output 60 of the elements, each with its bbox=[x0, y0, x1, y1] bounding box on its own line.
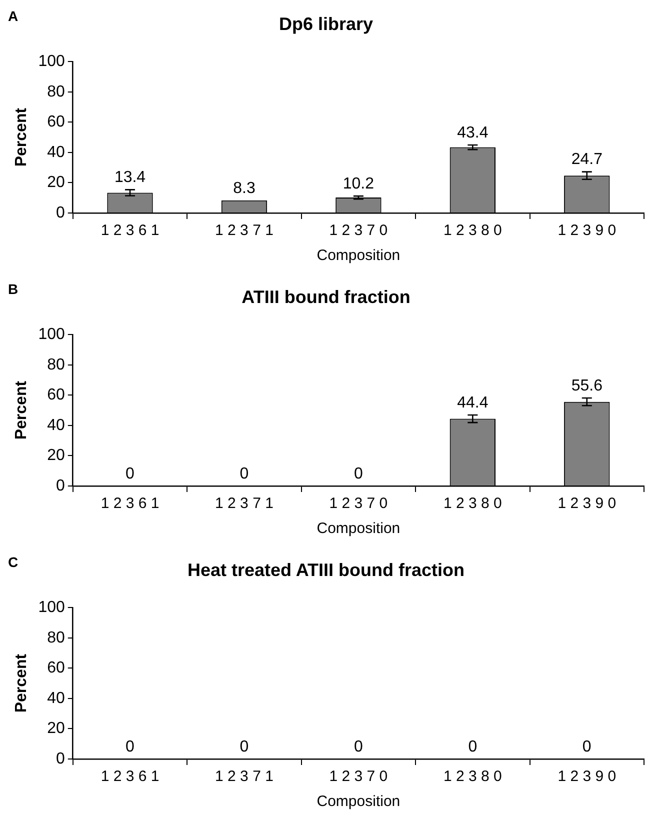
y-tick-label: 40 bbox=[47, 144, 65, 161]
data-label: 0 bbox=[240, 738, 249, 756]
x-tick-label: 1 2 3 8 0 bbox=[443, 495, 502, 512]
x-tick-label: 1 2 3 8 0 bbox=[443, 768, 502, 786]
data-label: 0 bbox=[354, 465, 363, 482]
data-label: 44.4 bbox=[457, 394, 488, 412]
x-tick-label: 1 2 3 7 0 bbox=[329, 495, 388, 512]
data-label: 0 bbox=[126, 738, 135, 756]
x-tick-label: 1 2 3 7 1 bbox=[215, 495, 274, 512]
data-label: 0 bbox=[126, 465, 135, 482]
x-tick-label: 1 2 3 6 1 bbox=[100, 222, 160, 240]
x-tick-label: 1 2 3 7 1 bbox=[215, 768, 274, 786]
y-tick-label: 100 bbox=[38, 326, 65, 344]
text: B bbox=[8, 280, 18, 297]
data-label: 0 bbox=[582, 738, 592, 756]
y-axis-title: Percent bbox=[13, 380, 30, 440]
x-tick-label: 1 2 3 7 1 bbox=[215, 222, 274, 240]
x-tick-label: 1 2 3 6 1 bbox=[100, 495, 160, 512]
y-tick-label: 80 bbox=[47, 83, 65, 100]
data-label: 0 bbox=[240, 465, 249, 482]
x-tick-label: 1 2 3 7 0 bbox=[329, 222, 388, 240]
data-label: 24.7 bbox=[571, 151, 603, 168]
y-tick-label: 60 bbox=[47, 660, 65, 677]
chart-title: ATIII bound fraction bbox=[242, 286, 410, 307]
y-tick-label: 20 bbox=[47, 447, 65, 464]
data-label: 43.4 bbox=[457, 124, 488, 142]
y-tick-label: 0 bbox=[56, 477, 65, 494]
y-tick-label: 100 bbox=[38, 599, 65, 616]
chart-title: Heat treated ATIII bound fraction bbox=[187, 560, 465, 580]
x-axis-title: Composition bbox=[316, 247, 400, 264]
x-tick-label: 1 2 3 6 1 bbox=[100, 768, 160, 786]
y-axis-title: Percent bbox=[13, 653, 30, 713]
text: A bbox=[8, 8, 18, 24]
data-label: 13.4 bbox=[114, 169, 146, 186]
x-axis-title: Composition bbox=[316, 793, 400, 810]
y-tick-label: 100 bbox=[38, 53, 65, 70]
x-tick-label: 1 2 3 7 0 bbox=[329, 768, 388, 786]
y-tick-label: 40 bbox=[47, 416, 65, 434]
data-label: 10.2 bbox=[342, 175, 374, 192]
x-tick-label: 1 2 3 8 0 bbox=[443, 222, 502, 240]
y-tick-label: 0 bbox=[56, 750, 65, 768]
x-tick-label: 1 2 3 9 0 bbox=[558, 222, 616, 240]
text: C bbox=[8, 554, 18, 570]
y-tick-label: 20 bbox=[47, 720, 65, 738]
x-axis-title: Composition bbox=[316, 520, 400, 538]
y-tick-label: 80 bbox=[47, 356, 65, 374]
y-tick-label: 80 bbox=[47, 629, 65, 646]
y-tick-label: 20 bbox=[47, 174, 65, 192]
y-tick-label: 0 bbox=[56, 204, 65, 222]
data-label: 0 bbox=[468, 738, 478, 756]
x-tick-label: 1 2 3 9 0 bbox=[558, 495, 616, 512]
y-axis-title: Percent bbox=[13, 107, 30, 167]
y-tick-label: 60 bbox=[47, 386, 65, 404]
chart-title: Dp6 library bbox=[278, 14, 374, 34]
y-tick-label: 40 bbox=[47, 690, 65, 707]
data-label: 55.6 bbox=[571, 377, 603, 394]
x-tick-label: 1 2 3 9 0 bbox=[558, 768, 616, 786]
y-tick-label: 60 bbox=[47, 114, 65, 131]
data-label: 8.3 bbox=[233, 180, 256, 197]
data-label: 0 bbox=[354, 738, 363, 756]
